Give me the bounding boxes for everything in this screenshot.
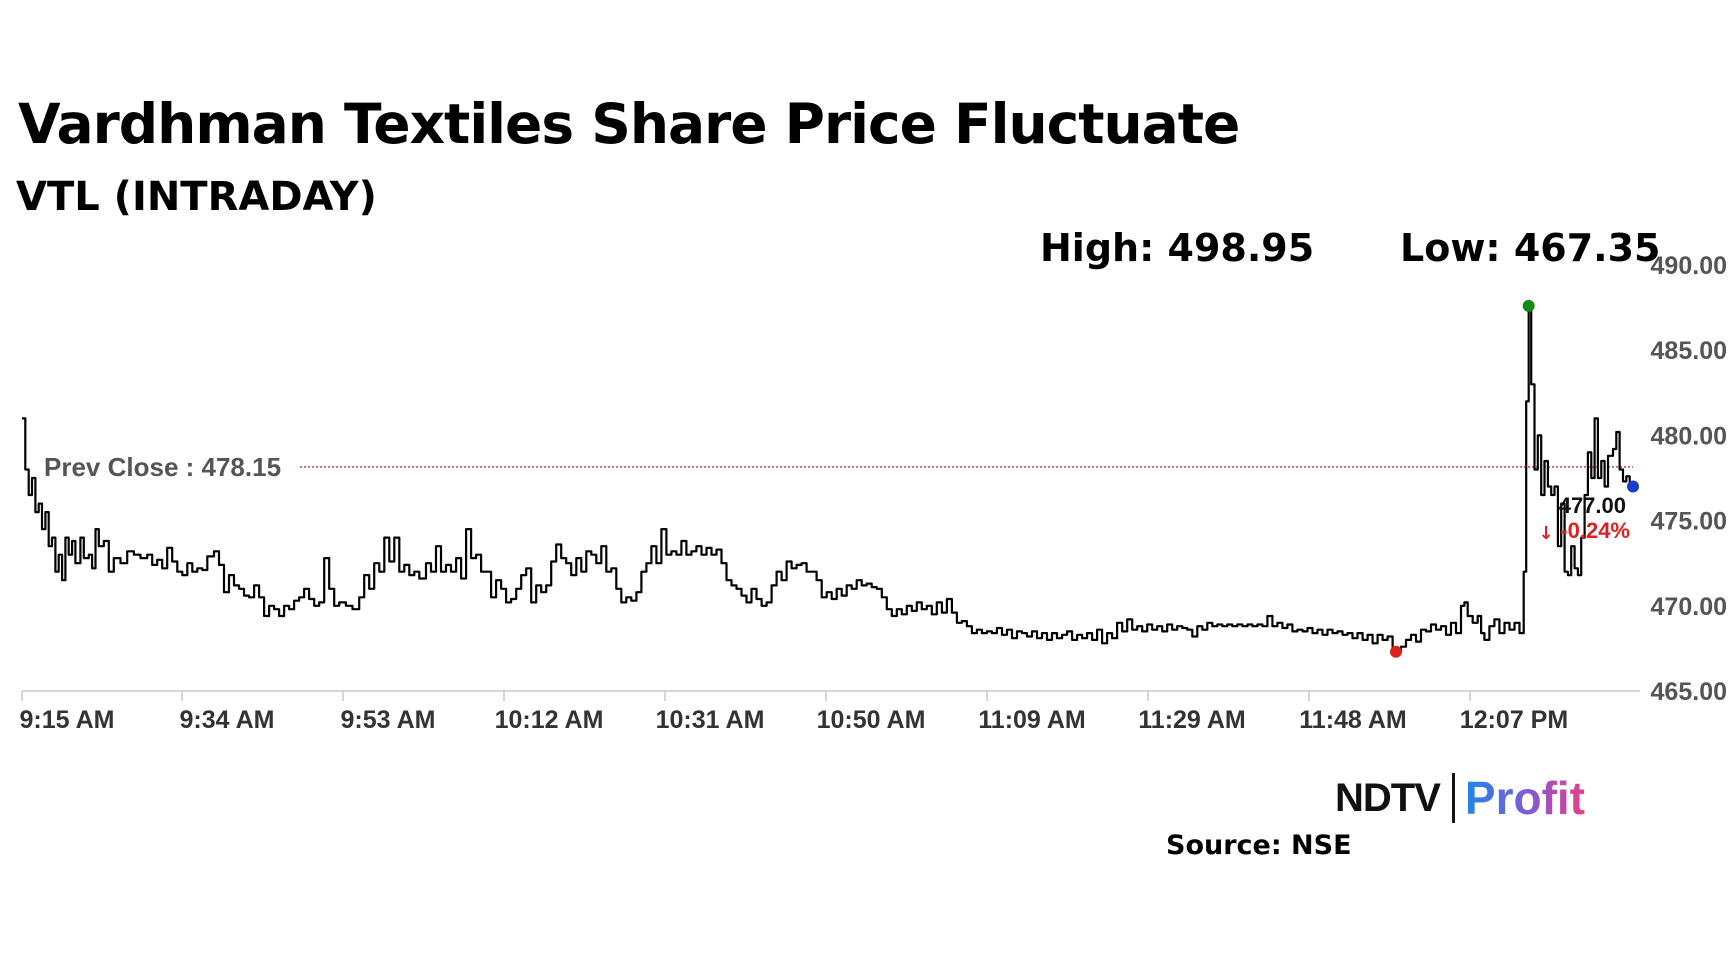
x-tick-label: 10:31 AM	[656, 706, 765, 734]
y-tick-label: 485.00	[1651, 337, 1727, 365]
logo-ndtv-text: NDTV	[1335, 775, 1441, 820]
price-change-label: -0.24%	[1560, 518, 1630, 543]
x-tick-label: 11:29 AM	[1138, 706, 1245, 734]
x-tick-label: 10:50 AM	[817, 706, 926, 734]
last-price-label: 477.00	[1559, 493, 1626, 518]
x-tick-label: 9:34 AM	[180, 706, 275, 734]
high-label: High: 498.95	[1040, 226, 1315, 270]
y-tick-label: 465.00	[1651, 678, 1727, 706]
prev-close-label: Prev Close : 478.15	[44, 452, 281, 482]
ndtv-profit-logo: NDTV Profit	[1335, 772, 1585, 824]
logo-profit-text: Profit	[1464, 772, 1585, 824]
x-tick-label: 12:07 PM	[1460, 706, 1568, 734]
logo-divider	[1451, 773, 1455, 823]
y-tick-label: 475.00	[1651, 508, 1727, 536]
x-tick-label: 10:12 AM	[495, 706, 604, 734]
last-price-marker	[1627, 480, 1639, 493]
y-tick-label: 490.00	[1651, 252, 1727, 280]
chart-title: Vardhman Textiles Share Price Fluctuate	[18, 92, 1240, 156]
chart-subtitle: VTL (INTRADAY)	[16, 174, 377, 220]
y-tick-label: 470.00	[1651, 593, 1727, 621]
source-note: Source: NSE	[1166, 830, 1352, 861]
x-tick-label: 9:15 AM	[20, 706, 115, 734]
x-tick-label: 11:48 AM	[1299, 706, 1406, 734]
x-tick-label: 11:09 AM	[978, 706, 1085, 734]
low-label: Low: 467.35	[1400, 226, 1661, 270]
down-arrow-icon: ↓	[1538, 523, 1553, 544]
price-line	[22, 304, 1635, 653]
y-tick-label: 480.00	[1651, 422, 1727, 450]
x-tick-label: 9:53 AM	[341, 706, 436, 734]
high-marker	[1522, 299, 1535, 312]
low-marker	[1389, 645, 1402, 658]
